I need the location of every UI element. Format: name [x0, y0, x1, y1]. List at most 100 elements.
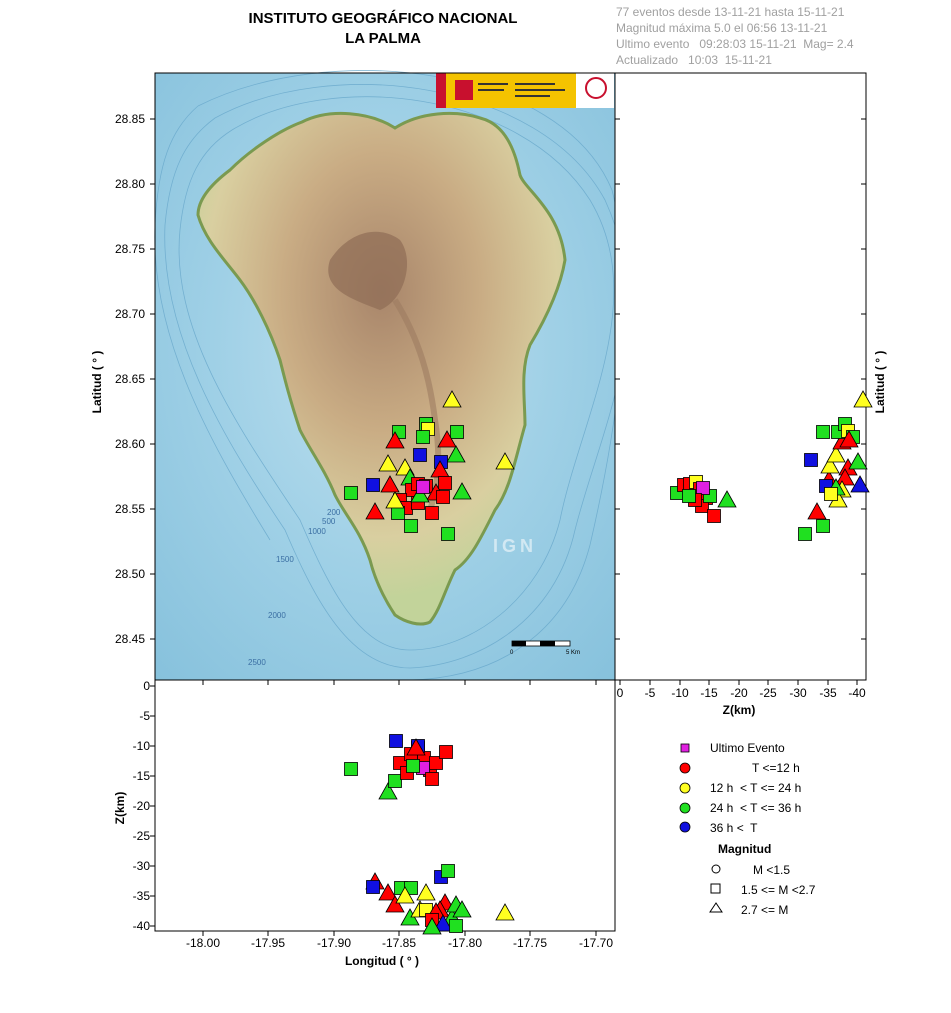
map-event-marker — [365, 502, 385, 520]
legend-yellow-circle-icon — [679, 782, 691, 794]
map-event-marker — [404, 519, 418, 533]
svg-text:-25: -25 — [133, 829, 151, 843]
legend-t4: 36 h < T — [710, 821, 758, 835]
bathy-label-2500: 2500 — [248, 658, 266, 667]
lat-tick-1: 28.80 — [115, 177, 866, 191]
side-event-marker — [820, 456, 840, 474]
bathy-label-1500: 1500 — [276, 555, 294, 564]
lat-tick-4: 28.65 — [115, 372, 866, 386]
bottom-event-marker — [395, 886, 415, 904]
zdepth-tick-7: -35 — [133, 889, 155, 903]
legend-last-event: Ultimo Evento — [710, 741, 785, 755]
side-event-marker — [798, 527, 812, 541]
svg-text:-17.70: -17.70 — [579, 936, 613, 950]
svg-text:28.60: 28.60 — [115, 437, 145, 451]
side-event-marker — [807, 502, 827, 520]
zside-tick-2: -10 — [671, 680, 689, 700]
lat-axis-label-left: Latitud ( ° ) — [90, 351, 104, 414]
svg-text:-10: -10 — [671, 686, 689, 700]
map-event-marker — [438, 476, 452, 490]
legend-blue-circle-icon — [679, 821, 691, 833]
svg-text:-17.90: -17.90 — [317, 936, 351, 950]
svg-text:-15: -15 — [700, 686, 718, 700]
svg-text:-17.95: -17.95 — [251, 936, 285, 950]
legend-t2: 12 h < T <= 24 h — [710, 781, 802, 795]
side-event-marker — [707, 509, 721, 523]
lon-tick-4: -17.80 — [448, 680, 482, 950]
zside-tick-0: 0 — [617, 680, 624, 700]
svg-text:28.70: 28.70 — [115, 307, 145, 321]
legend-last-event-icon — [680, 743, 690, 753]
info-line-3: Ultimo evento 09:28:03 15-11-21 Mag= 2.4 — [616, 37, 854, 51]
svg-text:-18.00: -18.00 — [186, 936, 220, 950]
svg-text:28.55: 28.55 — [115, 502, 145, 516]
bottom-event-marker — [378, 883, 398, 901]
bottom-event-marker — [389, 734, 403, 748]
zdepth-tick-2: -10 — [133, 739, 155, 753]
lon-axis: -18.00 -17.95 -17.90 -17.85 -17.80 -17.7… — [186, 680, 613, 950]
bathy-label-200: 200 — [327, 508, 341, 517]
lat-tick-6: 28.55 — [115, 502, 866, 516]
side-event-marker — [682, 489, 696, 503]
zside-axis-label: Z(km) — [723, 703, 756, 717]
svg-text:-5: -5 — [645, 686, 656, 700]
svg-text:-17.85: -17.85 — [382, 936, 416, 950]
bottom-event-marker — [439, 745, 453, 759]
bottom-event-marker — [433, 914, 453, 932]
lat-tick-0: 28.85 — [115, 112, 866, 126]
svg-text:-30: -30 — [789, 686, 807, 700]
side-event-marker — [816, 425, 830, 439]
info-line-2: Magnitud máxima 5.0 el 06:56 13-11-21 — [616, 21, 828, 35]
zdepth-tick-1: -5 — [139, 709, 155, 723]
lat-tick-7: 28.50 — [115, 567, 866, 581]
map-event-marker — [416, 480, 430, 494]
title-line-2: LA PALMA — [345, 30, 421, 47]
side-event-marker — [696, 481, 710, 495]
info-line-4: Actualizado 10:03 15-11-21 — [616, 53, 772, 67]
zside-tick-3: -15 — [700, 680, 718, 700]
map-event-marker — [385, 491, 405, 509]
side-event-marker — [839, 430, 859, 448]
side-event-marker — [824, 487, 838, 501]
legend-square-icon — [710, 883, 721, 894]
side-panel — [614, 72, 873, 681]
bottom-event-marker — [406, 738, 426, 756]
zdepth-axis: 0 -5 -10 -15 -20 -25 -30 -35 -40 — [133, 679, 155, 933]
side-event-marker — [848, 452, 868, 470]
bottom-event-marker — [422, 917, 442, 935]
map-events — [344, 390, 515, 541]
lon-tick-2: -17.90 — [317, 680, 351, 950]
map-scalebar: 0 5 Km — [510, 640, 580, 656]
legend-t3: 24 h < T <= 36 h — [710, 801, 802, 815]
map-event-marker — [446, 445, 466, 463]
svg-text:-17.80: -17.80 — [448, 936, 482, 950]
bottom-event-marker — [449, 919, 463, 933]
side-event-marker — [717, 490, 737, 508]
svg-text:-5: -5 — [139, 709, 150, 723]
scalebar-end: 5 Km — [566, 650, 580, 656]
bottom-event-marker — [495, 903, 515, 921]
bathy-label-500: 500 — [322, 517, 336, 526]
legend-red-circle-icon — [679, 762, 691, 774]
svg-text:-20: -20 — [133, 799, 151, 813]
map-event-marker — [425, 506, 439, 520]
zdepth-tick-3: -15 — [133, 769, 155, 783]
map-panel: 200 500 1000 1500 2000 2500 IGN 0 — [154, 70, 628, 681]
bottom-events — [344, 734, 515, 935]
legend-mag-symbols — [709, 864, 723, 913]
map-event-marker — [437, 430, 457, 448]
zside-tick-6: -30 — [789, 680, 807, 700]
zdepth-tick-8: -40 — [133, 919, 155, 933]
side-events — [670, 390, 873, 541]
bathymetry-labels: 200 500 1000 1500 2000 2500 — [248, 508, 341, 667]
map-event-marker — [413, 448, 427, 462]
logo-banner — [436, 73, 614, 108]
zside-tick-5: -25 — [759, 680, 777, 700]
svg-text:-30: -30 — [133, 859, 151, 873]
lon-tick-1: -17.95 — [251, 680, 285, 950]
svg-text:28.50: 28.50 — [115, 567, 145, 581]
map-event-marker — [416, 430, 430, 444]
legend-m1: M <1.5 — [753, 863, 791, 877]
legend-mag-title: Magnitud — [718, 842, 772, 856]
